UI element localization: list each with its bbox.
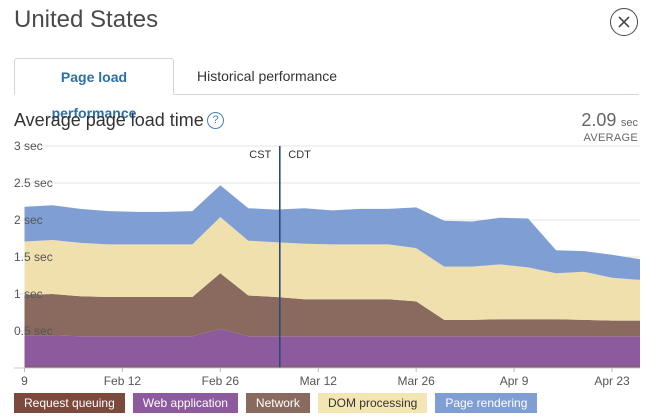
area-web-application xyxy=(24,328,640,367)
x-tick-label: Feb 12 xyxy=(104,374,142,388)
tab-historical-performance[interactable]: Historical performance xyxy=(197,68,338,84)
legend-item-web-application[interactable]: Web application xyxy=(132,393,238,413)
y-tick-label: 2.5 sec xyxy=(14,176,53,190)
event-label: CST xyxy=(249,149,271,161)
area-dom-processing xyxy=(24,217,640,321)
legend-item-network[interactable]: Network xyxy=(245,393,310,413)
close-icon xyxy=(618,16,630,28)
x-tick-label: Apr 9 xyxy=(500,374,529,388)
y-tick-label: 3 sec xyxy=(14,139,43,153)
average-value: 2.09 sec xyxy=(581,110,638,131)
x-tick-label: 9 xyxy=(21,374,28,388)
x-tick-label: Mar 12 xyxy=(300,374,338,388)
chart-title: Average page load time xyxy=(14,110,204,130)
legend-item-page-rendering[interactable]: Page rendering xyxy=(435,393,538,413)
y-tick-label: 1 sec xyxy=(14,287,43,301)
area-page-rendering xyxy=(24,185,640,280)
tab-page-load-performance[interactable]: Page load performance xyxy=(14,58,174,121)
page-load-chart[interactable]: CST CDT 0.5 sec 1 sec 1.5 sec 2 sec 2.5 sec 3 s… xyxy=(0,138,646,388)
average-label: AVERAGE xyxy=(583,132,638,144)
average-number: 2.09 xyxy=(581,110,617,130)
x-tick-label: Mar 26 xyxy=(397,374,435,388)
close-button[interactable] xyxy=(610,8,638,36)
y-tick-label: 0.5 sec xyxy=(14,324,53,338)
average-unit: sec xyxy=(620,117,638,129)
tab-bar: Page load performance Historical perform… xyxy=(14,58,639,121)
y-tick-label: 1.5 sec xyxy=(14,250,53,264)
legend-item-dom-processing[interactable]: DOM processing xyxy=(317,393,428,413)
page-title: United States xyxy=(14,6,159,33)
area-network xyxy=(24,273,640,337)
legend: Request queuing Web application Network DOM… xyxy=(14,393,538,413)
x-tick-label: Feb 26 xyxy=(202,374,240,388)
event-label: CDT xyxy=(288,149,311,161)
y-tick-label: 2 sec xyxy=(14,213,43,227)
x-tick-label: Apr 23 xyxy=(594,374,630,388)
legend-item-request-queuing[interactable]: Request queuing xyxy=(14,393,125,413)
help-icon[interactable]: ? xyxy=(207,112,224,129)
